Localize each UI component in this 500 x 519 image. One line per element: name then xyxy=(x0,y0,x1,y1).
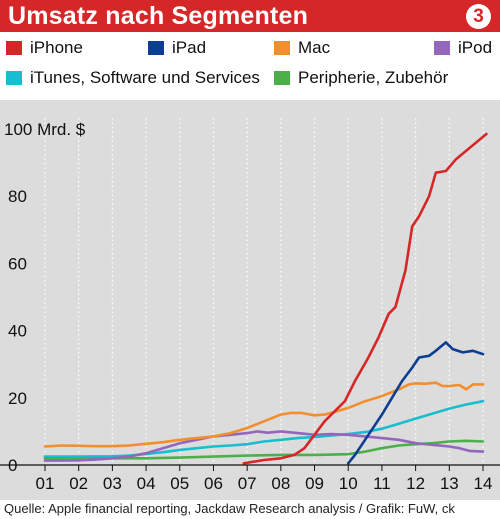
title-bar: Umsatz nach Segmenten 3 xyxy=(0,0,500,32)
legend-swatch-peripherie xyxy=(274,71,290,85)
x-tick-label: 11 xyxy=(373,474,391,493)
x-tick-label: 10 xyxy=(339,474,358,493)
y-tick-label: 20 xyxy=(8,389,27,408)
x-tick-label: 12 xyxy=(406,474,425,493)
x-tick-label: 08 xyxy=(271,474,290,493)
x-tick-label: 07 xyxy=(238,474,257,493)
series-line-iphone xyxy=(242,132,488,465)
legend-label-iphone: iPhone xyxy=(30,38,83,57)
source-note: Quelle: Apple financial reporting, Jackd… xyxy=(4,501,455,516)
series-line-ipad xyxy=(346,341,485,465)
series-line-mac xyxy=(43,381,485,448)
legend-item-itunes: iTunes, Software und Services xyxy=(6,67,260,89)
legend: iPhone iPad Mac iPod iTunes, Software un… xyxy=(0,32,500,94)
legend-item-iphone: iPhone xyxy=(6,37,83,59)
series-line-ipod xyxy=(43,430,485,462)
series-line-peripherie xyxy=(43,439,485,460)
x-tick-label: 13 xyxy=(440,474,459,493)
x-tick-label: 02 xyxy=(69,474,88,493)
legend-label-peripherie: Peripherie, Zubehör xyxy=(298,68,449,87)
chart-title: Umsatz nach Segmenten xyxy=(8,2,309,30)
y-tick-label: 80 xyxy=(8,187,27,206)
series-line-itunes xyxy=(43,399,485,458)
y-tick-label: 60 xyxy=(8,254,27,273)
legend-label-itunes: iTunes, Software und Services xyxy=(30,68,260,87)
legend-label-ipod: iPod xyxy=(458,38,493,57)
legend-label-ipad: iPad xyxy=(172,38,207,57)
legend-item-mac: Mac xyxy=(274,37,330,59)
y-axis-unit-label: 100 Mrd. $ xyxy=(4,120,86,139)
x-tick-label: 14 xyxy=(474,474,493,493)
legend-swatch-mac xyxy=(274,41,290,55)
legend-swatch-ipad xyxy=(148,41,164,55)
line-chart: 01 02 03 04 05 06 07 08 09 10 11 12 13 14 0 20 40 60 80 100… xyxy=(0,118,500,493)
legend-swatch-iphone xyxy=(6,41,22,55)
legend-item-ipod: iPod xyxy=(434,37,492,59)
x-tick-label: 04 xyxy=(137,474,156,493)
legend-item-ipad: iPad xyxy=(148,37,206,59)
x-tick-label: 05 xyxy=(170,474,189,493)
figure-number-badge: 3 xyxy=(466,4,491,29)
x-tick-label: 03 xyxy=(103,474,122,493)
x-tick-label: 01 xyxy=(36,474,55,493)
legend-label-mac: Mac xyxy=(298,38,331,57)
legend-swatch-ipod xyxy=(434,41,450,55)
y-tick-label: 0 xyxy=(8,456,17,475)
x-tick-label: 09 xyxy=(305,474,324,493)
legend-item-peripherie: Peripherie, Zubehör xyxy=(274,67,448,89)
x-tick-label: 06 xyxy=(204,474,223,493)
legend-swatch-itunes xyxy=(6,71,22,85)
y-tick-label: 40 xyxy=(8,322,27,341)
